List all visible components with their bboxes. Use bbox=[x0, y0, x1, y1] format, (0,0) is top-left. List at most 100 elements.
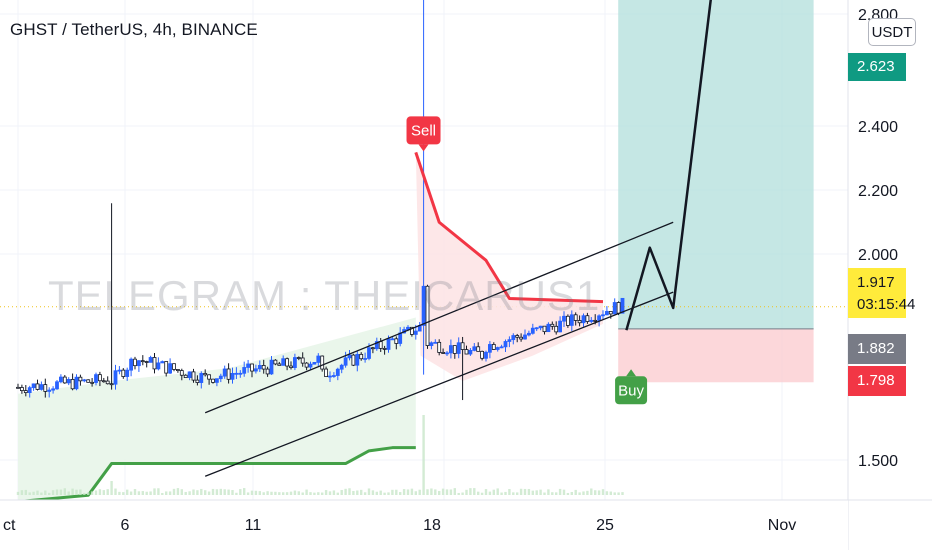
candle-body bbox=[148, 357, 153, 363]
candle bbox=[363, 352, 368, 363]
volume-bar bbox=[477, 491, 480, 495]
candle bbox=[464, 345, 469, 355]
volume-bar bbox=[523, 488, 527, 495]
candle-body bbox=[460, 342, 465, 350]
candle bbox=[370, 346, 375, 354]
candle bbox=[39, 381, 44, 391]
candle-body bbox=[125, 369, 130, 377]
volume-bar bbox=[621, 492, 624, 495]
candle-body bbox=[238, 372, 243, 375]
volume-bar bbox=[40, 492, 43, 495]
candle-body bbox=[484, 351, 488, 359]
candle-body bbox=[222, 368, 227, 377]
candles bbox=[16, 0, 625, 401]
x-tick-label: 25 bbox=[596, 517, 614, 534]
volume-bar bbox=[204, 490, 207, 495]
candle bbox=[292, 353, 297, 371]
time-axis-bg bbox=[0, 500, 848, 550]
candle-body bbox=[281, 358, 286, 366]
candle-body bbox=[304, 362, 309, 368]
candle-body bbox=[300, 357, 305, 364]
volume-bar bbox=[348, 488, 351, 495]
candle-body bbox=[324, 368, 329, 378]
volume-bar bbox=[16, 491, 20, 495]
candle-body bbox=[566, 315, 570, 326]
candle-body bbox=[66, 379, 71, 384]
candle-body bbox=[164, 361, 169, 374]
candle bbox=[569, 310, 574, 331]
candle bbox=[144, 360, 149, 368]
candle-body bbox=[409, 326, 414, 335]
candle-body bbox=[464, 349, 469, 355]
candle bbox=[343, 351, 348, 368]
candle bbox=[218, 373, 223, 383]
candle bbox=[554, 321, 559, 335]
currency-button[interactable]: USDT bbox=[868, 18, 916, 46]
target-zone bbox=[618, 0, 814, 329]
volume-bar bbox=[539, 489, 542, 495]
candle-body bbox=[491, 344, 496, 350]
volume-bar bbox=[278, 492, 281, 495]
candle bbox=[374, 337, 379, 351]
volume-bar bbox=[519, 488, 523, 495]
candle-body bbox=[562, 315, 566, 322]
volume-bar bbox=[114, 488, 117, 495]
candle-body bbox=[265, 368, 270, 375]
stop-price-tag: 1.798 bbox=[848, 366, 906, 396]
candle bbox=[484, 350, 488, 362]
volume-bar bbox=[328, 491, 332, 495]
volume-bar bbox=[473, 488, 476, 495]
candle-body bbox=[359, 353, 364, 360]
candle-body bbox=[51, 388, 55, 391]
y-tick-label: 2.400 bbox=[858, 119, 898, 136]
volume-bar bbox=[547, 489, 550, 495]
candle-body bbox=[140, 360, 145, 363]
volume-bar bbox=[94, 490, 98, 495]
candle-body bbox=[328, 375, 332, 378]
candle-body bbox=[589, 319, 594, 322]
candle-body bbox=[257, 365, 262, 370]
candle bbox=[296, 356, 301, 361]
candle bbox=[487, 341, 492, 359]
volume-bar bbox=[387, 492, 390, 495]
candle-body bbox=[605, 311, 609, 316]
candle bbox=[148, 355, 153, 363]
volume-bar bbox=[321, 492, 324, 495]
candle bbox=[125, 367, 130, 381]
candle bbox=[515, 333, 520, 343]
candle-body bbox=[86, 379, 91, 383]
candle bbox=[74, 374, 79, 391]
candle-body bbox=[117, 369, 122, 372]
x-tick-label: 11 bbox=[245, 517, 262, 534]
candle-body bbox=[390, 338, 395, 341]
volume-bar bbox=[449, 489, 453, 495]
candle-body bbox=[320, 355, 325, 370]
candle bbox=[429, 341, 434, 350]
volume-bar bbox=[375, 491, 378, 495]
candle-body bbox=[523, 334, 527, 340]
volume-bar bbox=[59, 489, 63, 495]
candle-body bbox=[246, 363, 251, 368]
current-price-tag: 1.917 03:15:44 bbox=[848, 268, 915, 318]
candle bbox=[425, 284, 430, 349]
volume-bar bbox=[555, 492, 558, 495]
volume-bar bbox=[504, 491, 507, 495]
candle-body bbox=[218, 375, 223, 380]
volume-bar bbox=[551, 492, 554, 495]
candle-body bbox=[515, 335, 520, 338]
x-tick-label: Nov bbox=[768, 517, 796, 534]
volume-bar bbox=[492, 489, 495, 495]
candle-body bbox=[250, 363, 254, 372]
volume-bar bbox=[500, 492, 503, 495]
candle bbox=[456, 337, 461, 359]
candle-body bbox=[16, 386, 20, 389]
candle bbox=[347, 349, 352, 361]
candle-body bbox=[585, 315, 590, 322]
volume-bar bbox=[32, 491, 35, 495]
candle-body bbox=[214, 378, 219, 383]
volume-bar bbox=[496, 488, 499, 495]
candle-body bbox=[74, 376, 79, 390]
volume-bar bbox=[262, 492, 265, 495]
candle bbox=[164, 361, 169, 377]
